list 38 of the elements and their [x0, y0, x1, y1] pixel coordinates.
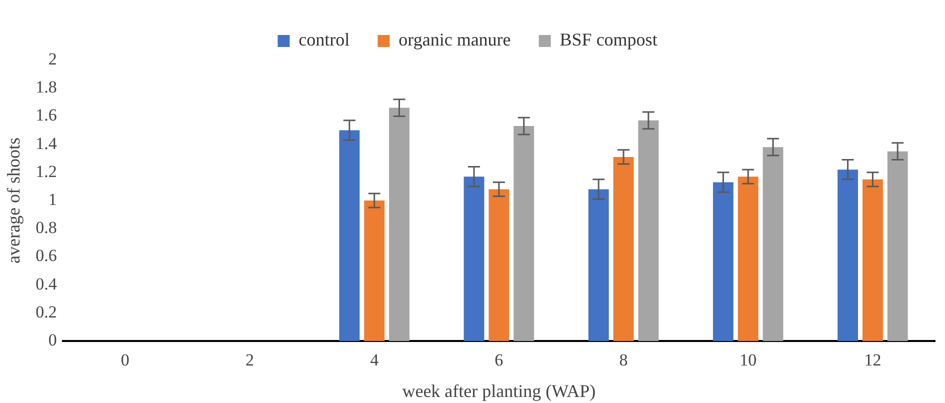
- x-tick-label: 6: [494, 350, 504, 370]
- bar: [862, 179, 883, 341]
- bar: [738, 176, 758, 341]
- y-tick-label: 1.2: [36, 162, 57, 181]
- bar: [364, 200, 385, 341]
- y-tick-label: 0.8: [36, 218, 57, 238]
- x-tick-label: 12: [864, 350, 882, 370]
- bar: [887, 151, 908, 341]
- legend-label: control: [298, 30, 350, 50]
- x-tick-label: 10: [740, 350, 757, 370]
- bar: [588, 189, 609, 341]
- bar: [339, 130, 360, 341]
- bar: [638, 120, 659, 341]
- bar: [712, 182, 734, 341]
- y-axis-title: average of shoots: [4, 138, 24, 264]
- y-tick-label: 1: [48, 190, 57, 209]
- y-tick-label: 1.8: [36, 78, 57, 97]
- y-tick-label: 0.4: [36, 274, 58, 294]
- y-tick-label: 0.2: [36, 302, 57, 322]
- x-tick-label: 2: [245, 350, 254, 370]
- x-tick-label: 4: [370, 350, 380, 370]
- bar: [613, 156, 634, 341]
- y-tick-label: 1.6: [36, 106, 57, 125]
- bar: [514, 126, 534, 341]
- x-tick-label: 8: [619, 350, 628, 370]
- bar: [389, 108, 410, 341]
- bar: [762, 147, 784, 341]
- bar: [838, 170, 858, 341]
- legend-label: organic manure: [398, 30, 511, 50]
- x-tick-label: 0: [120, 350, 130, 370]
- y-tick-label: 0: [48, 330, 57, 350]
- y-tick-label: 1.4: [36, 134, 58, 153]
- x-axis-title: week after planting (WAP): [402, 380, 596, 401]
- legend-label: BSF compost: [560, 30, 658, 50]
- bar: [464, 176, 484, 341]
- y-tick-label: 2: [48, 49, 57, 68]
- bar: [488, 189, 510, 341]
- y-tick-label: 0.6: [36, 246, 57, 266]
